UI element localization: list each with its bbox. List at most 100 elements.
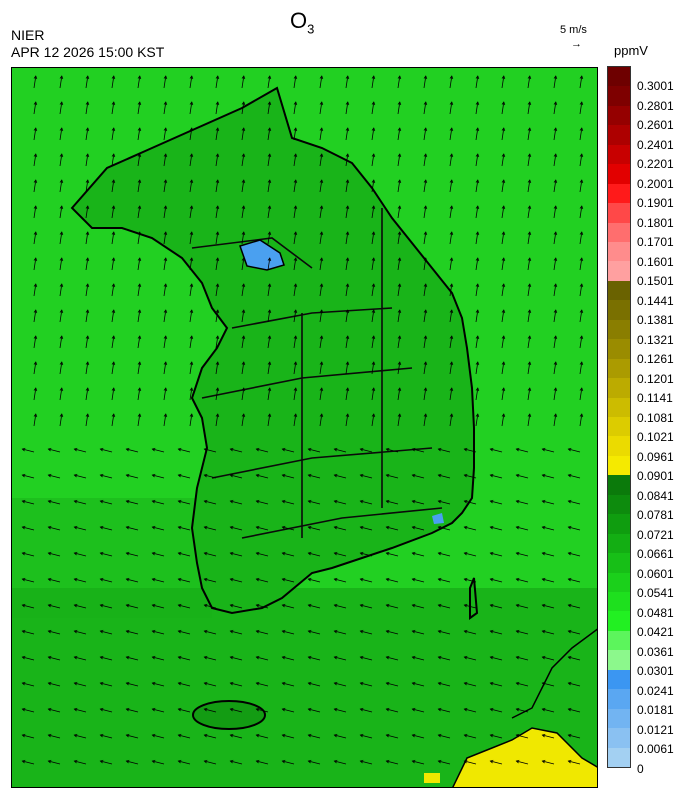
wind-vector-arrowhead (215, 75, 220, 80)
wind-vector-arrowhead (59, 309, 64, 314)
wind-vector-arrowhead (489, 603, 494, 608)
wind-vector-arrow (126, 734, 139, 739)
wind-vector-arrowhead (163, 257, 168, 262)
wind-vector-arrowhead (475, 179, 480, 184)
wind-vector-arrow (308, 500, 321, 505)
wind-vector-arrowhead (99, 551, 104, 556)
wind-vector-arrow (371, 388, 375, 401)
colorbar-tick-label: 0.0241 (637, 683, 674, 698)
wind-vector-arrowhead (33, 75, 38, 80)
wind-vector-arrow (516, 656, 529, 661)
wind-vector-arrowhead (553, 413, 558, 418)
wind-vector-arrowhead (553, 231, 558, 236)
wind-vector-arrow (464, 448, 477, 453)
wind-vector-arrow (501, 258, 505, 271)
wind-vector-arrow (59, 76, 63, 89)
wind-vector-arrowhead (111, 231, 116, 236)
wind-vector-arrow (293, 388, 297, 401)
colorbar-swatch (608, 494, 630, 515)
wind-vector-arrowhead (345, 205, 350, 210)
wind-vector-arrow (490, 708, 503, 713)
wind-vector-arrow (189, 180, 193, 193)
wind-vector-arrow (126, 552, 139, 557)
wind-vector-arrowhead (33, 335, 38, 340)
wind-vector-arrowhead (527, 231, 532, 236)
wind-vector-arrowhead (541, 707, 546, 712)
wind-vector-arrowhead (85, 205, 90, 210)
wind-vector-arrow (579, 388, 583, 401)
wind-vector-arrowhead (163, 101, 168, 106)
wind-vector-arrowhead (151, 473, 156, 478)
wind-vector-arrow (464, 682, 477, 687)
wind-vector-arrowhead (203, 681, 208, 686)
wind-vector-arrow (100, 734, 113, 739)
wind-vector-arrowhead (137, 127, 142, 132)
wind-vector-arrowhead (267, 387, 272, 392)
wind-vector-arrow (516, 448, 529, 453)
wind-vector-arrowhead (527, 101, 532, 106)
wind-vector-arrowhead (137, 231, 142, 236)
wind-vector-arrowhead (267, 231, 272, 236)
wind-vector-arrow (256, 656, 269, 661)
wind-vector-arrowhead (203, 499, 208, 504)
wind-vector-arrow (189, 232, 193, 245)
wind-vector-arrow (568, 682, 581, 687)
wind-vector-arrowhead (501, 127, 506, 132)
wind-vector-arrow (215, 388, 219, 401)
wind-vector-arrow (230, 474, 243, 479)
wind-vector-arrowhead (345, 231, 350, 236)
wind-vector-arrow (319, 310, 323, 323)
wind-vector-arrowhead (137, 309, 142, 314)
wind-vector-arrow (319, 362, 323, 375)
wind-vector-arrowhead (111, 153, 116, 158)
wind-vector-arrowhead (553, 361, 558, 366)
wind-vector-arrow (137, 102, 141, 115)
wind-vector-arrow (126, 630, 139, 635)
wind-vector-arrowhead (359, 603, 364, 608)
wind-vector-arrow (48, 760, 61, 765)
wind-vector-arrowhead (255, 473, 260, 478)
wind-vector-arrow (501, 180, 505, 193)
wind-vector-arrow (33, 362, 37, 375)
wind-vector-arrowhead (553, 127, 558, 132)
wind-vector-arrowhead (515, 629, 520, 634)
wind-vector-arrowhead (307, 629, 312, 634)
wind-vector-arrow (345, 180, 349, 193)
colorbar-tick-label: 0.3001 (637, 79, 674, 93)
wind-vector-arrow (345, 258, 349, 271)
wind-vector-arrowhead (411, 447, 416, 452)
colorbar-tick-label: 0.1601 (637, 254, 674, 269)
wind-vector-arrow (189, 310, 193, 323)
colorbar-tick-label: 0.0841 (637, 488, 674, 503)
wind-vector-arrowhead (307, 473, 312, 478)
wind-vector-arrowhead (137, 283, 142, 288)
wind-vector-arrowhead (501, 179, 506, 184)
wind-vector-arrow (74, 578, 87, 583)
wind-vector-arrow (111, 284, 115, 297)
wind-vector-arrowhead (151, 447, 156, 452)
wind-vector-arrowhead (437, 681, 442, 686)
wind-vector-arrowhead (189, 387, 194, 392)
wind-vector-arrow (579, 154, 583, 167)
wind-vector-arrow (334, 578, 347, 583)
wind-vector-arrow (527, 258, 531, 271)
wind-reference-arrow-icon: → (571, 38, 582, 50)
wind-vector-arrowhead (125, 655, 130, 660)
wind-vector-arrow (527, 284, 531, 297)
wind-vector-arrowhead (267, 257, 272, 262)
wind-vector-arrow (475, 388, 479, 401)
wind-vector-arrowhead (411, 577, 416, 582)
wind-vector-arrowhead (59, 231, 64, 236)
wind-vector-arrow (59, 232, 63, 245)
wind-vector-arrowhead (99, 681, 104, 686)
wind-vector-arrow (449, 102, 453, 115)
wind-vector-arrowhead (553, 387, 558, 392)
wind-vector-arrow (137, 154, 141, 167)
wind-vector-arrow (438, 552, 451, 557)
wind-vector-arrow (516, 760, 529, 765)
wind-vector-arrowhead (189, 335, 194, 340)
wind-vector-arrowhead (255, 707, 260, 712)
jeju-island (192, 700, 266, 730)
wind-vector-arrowhead (333, 499, 338, 504)
wind-vector-arrow (85, 180, 89, 193)
